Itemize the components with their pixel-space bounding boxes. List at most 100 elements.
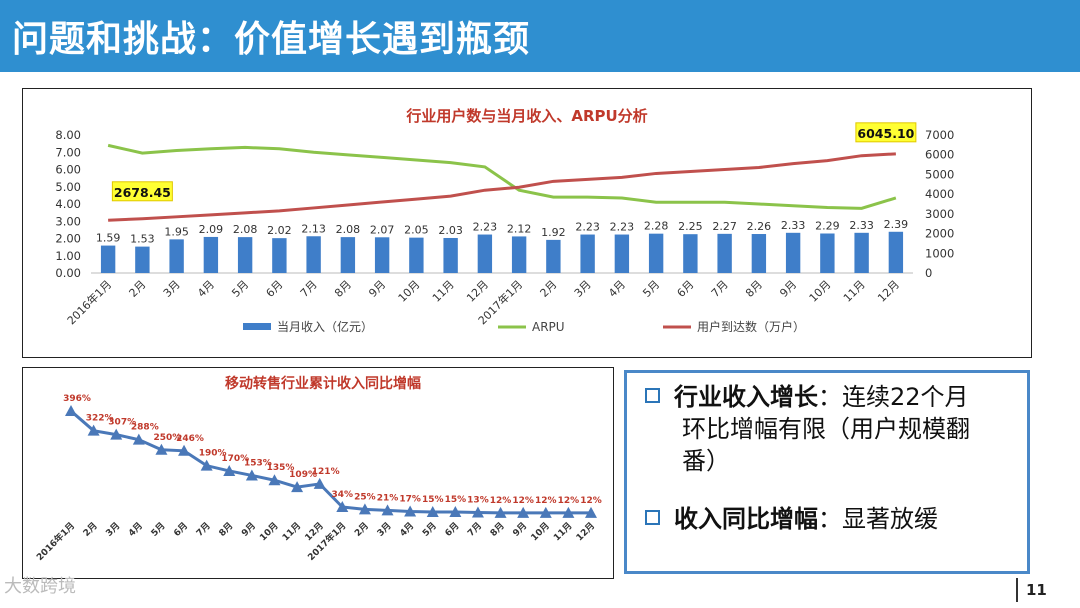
bar xyxy=(511,236,527,273)
left-tick-label: 5.00 xyxy=(55,180,81,194)
bar xyxy=(614,234,630,273)
left-tick-label: 7.00 xyxy=(55,145,81,159)
growth-marker xyxy=(132,433,145,445)
bullet-2-text: ：显著放缓 xyxy=(818,505,938,533)
left-tick-label: 1.00 xyxy=(55,249,81,263)
page-title: 问题和挑战：价值增长遇到瓶颈 xyxy=(12,19,531,60)
bar-data-label: 2.08 xyxy=(233,223,258,236)
right-tick-label: 0 xyxy=(925,266,932,280)
bar xyxy=(854,232,869,273)
bar xyxy=(135,246,150,273)
bar xyxy=(443,237,458,273)
bar-data-label: 2.26 xyxy=(747,220,772,233)
x-tick-label: 2月 xyxy=(127,278,149,300)
bar xyxy=(785,232,801,273)
growth-x-tick-label: 7月 xyxy=(194,520,213,539)
bar xyxy=(409,237,424,273)
bar-data-label: 1.92 xyxy=(541,226,566,239)
bar-data-label: 2.05 xyxy=(404,224,429,237)
growth-marker xyxy=(223,464,236,476)
x-tick-label: 2016年1月 xyxy=(64,277,114,327)
bar-data-label: 1.95 xyxy=(164,225,189,238)
growth-x-tick-label: 10月 xyxy=(529,520,552,543)
x-tick-label: 6月 xyxy=(675,278,697,300)
growth-marker xyxy=(471,506,484,518)
growth-data-label: 170% xyxy=(221,454,249,464)
combo-chart-panel: 行业用户数与当月收入、ARPU分析 0.00 1.00 2.00 3.00 4.00 5.0… xyxy=(22,88,1032,358)
page-number: 11 xyxy=(1016,578,1047,602)
growth-marker xyxy=(336,500,349,512)
x-tick-label: 9月 xyxy=(777,278,799,300)
bullet-1-keyword: 行业收入增长 xyxy=(674,383,818,411)
x-tick-label: 6月 xyxy=(264,278,286,300)
growth-x-tick-label: 9月 xyxy=(511,520,530,539)
bar xyxy=(306,236,321,273)
growth-marker xyxy=(313,477,326,489)
bar xyxy=(820,233,835,273)
growth-marker xyxy=(562,506,575,518)
right-tick-label: 5000 xyxy=(925,167,954,181)
chart2-title: 移动转售行业累计收入同比增幅 xyxy=(225,375,421,392)
growth-data-label: 109% xyxy=(289,470,317,480)
bar-data-label: 2.23 xyxy=(575,221,600,234)
growth-marker xyxy=(291,481,304,493)
x-tick-label: 7月 xyxy=(709,278,731,300)
growth-data-label: 135% xyxy=(267,463,295,473)
growth-data-label: 21% xyxy=(377,493,399,503)
bar-data-label: 2.02 xyxy=(267,224,292,237)
bullet-2-keyword: 收入同比增幅 xyxy=(674,505,818,533)
x-tick-label: 11月 xyxy=(841,278,868,305)
bar xyxy=(580,234,595,273)
users-line xyxy=(108,152,896,222)
bullet-1-line3: 番） xyxy=(682,447,730,475)
growth-data-label: 190% xyxy=(199,449,227,459)
growth-marker xyxy=(358,503,371,515)
bar-data-label: 2.23 xyxy=(610,221,635,234)
value-callout-box xyxy=(855,122,917,143)
x-tick-label: 7月 xyxy=(298,278,320,300)
bar xyxy=(477,234,493,273)
bar-data-label: 2.23 xyxy=(473,221,498,234)
growth-data-label: 307% xyxy=(108,418,136,428)
growth-marker xyxy=(110,428,123,440)
growth-x-tick-label: 2月 xyxy=(352,520,371,539)
bar-data-label: 2.27 xyxy=(712,220,737,233)
growth-data-label: 12% xyxy=(490,496,512,506)
bar-data-label: 2.08 xyxy=(336,223,361,236)
growth-x-tick-label: 5月 xyxy=(420,520,439,539)
x-tick-label: 3月 xyxy=(161,278,183,300)
x-tick-label: 12月 xyxy=(464,278,491,305)
bar xyxy=(100,245,116,273)
growth-x-tick-label: 3月 xyxy=(104,520,123,539)
x-tick-label: 3月 xyxy=(572,278,594,300)
bar-data-label: 2.39 xyxy=(884,218,909,231)
bar xyxy=(717,233,732,273)
value-callout: 2678.45 xyxy=(114,185,171,200)
x-tick-label: 2月 xyxy=(538,278,560,300)
bar xyxy=(648,233,664,273)
source-logo: 大数跨境 xyxy=(4,576,76,597)
growth-data-label: 13% xyxy=(467,496,489,506)
chart1-title: 行业用户数与当月收入、ARPU分析 xyxy=(405,107,647,125)
bar xyxy=(374,237,390,273)
bar-data-label: 2.28 xyxy=(644,220,669,233)
x-tick-label: 12月 xyxy=(875,278,902,305)
bullet-1: 行业收入增长：连续22个月 xyxy=(645,381,969,413)
growth-x-tick-label: 4月 xyxy=(126,520,145,539)
x-tick-label: 8月 xyxy=(743,278,765,300)
growth-marker xyxy=(404,505,417,517)
growth-data-label: 153% xyxy=(244,458,272,468)
legend-label: 当月收入（亿元） xyxy=(277,319,373,334)
growth-chart-panel: 移动转售行业累计收入同比增幅 396% 322% 307% 288% 250% 246% 19… xyxy=(22,367,614,579)
bar-data-label: 2.25 xyxy=(678,220,703,233)
growth-x-tick-label: 4月 xyxy=(398,520,417,539)
growth-x-tick-label: 12月 xyxy=(574,520,597,543)
growth-line-chart: 移动转售行业累计收入同比增幅 396% 322%307%288%250%246% 19… xyxy=(34,375,602,563)
bar xyxy=(237,237,253,273)
x-tick-label: 5月 xyxy=(229,278,251,300)
growth-marker xyxy=(426,506,439,518)
combo-chart: 行业用户数与当月收入、ARPU分析 0.00 1.00 2.00 3.00 4.00 5.0… xyxy=(55,107,954,334)
bullet-1-text: ：连续22个月 xyxy=(818,383,969,411)
growth-data-label: 121% xyxy=(312,467,340,477)
growth-data-label: 17% xyxy=(399,494,421,504)
